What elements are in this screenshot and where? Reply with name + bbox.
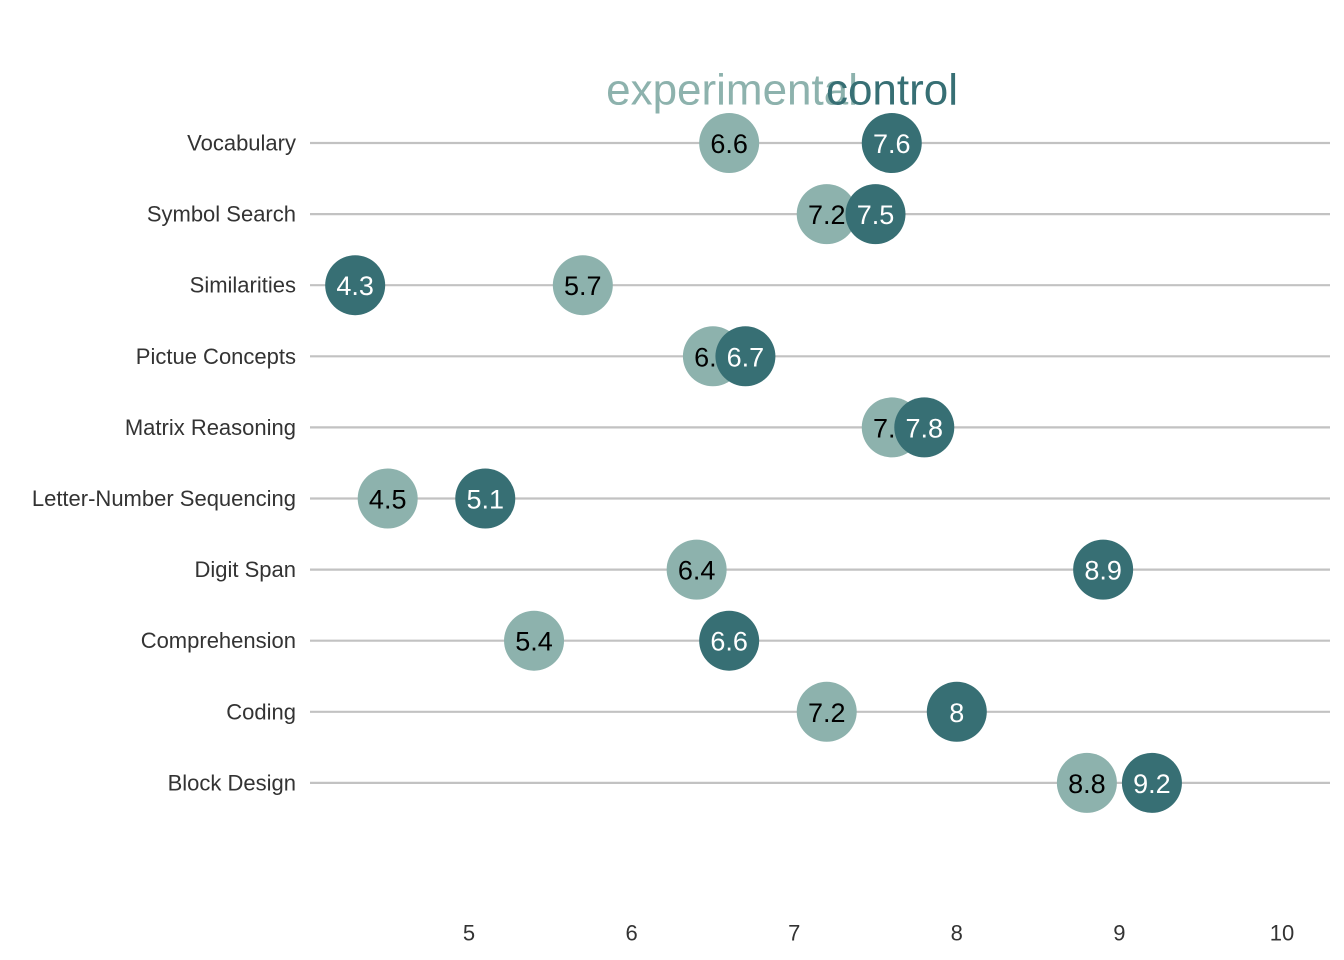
control-value-label: 8.9 bbox=[1084, 556, 1122, 586]
control-value-label: 6.6 bbox=[710, 627, 748, 657]
control-value-label: 7.8 bbox=[906, 413, 944, 443]
control-value-label: 9.2 bbox=[1133, 769, 1171, 799]
experimental-point bbox=[666, 539, 727, 600]
control-point bbox=[325, 255, 386, 316]
control-point bbox=[894, 397, 955, 458]
category-label: Block Design bbox=[168, 770, 296, 795]
x-tick-label: 8 bbox=[951, 921, 963, 946]
experimental-point bbox=[504, 610, 565, 671]
control-point bbox=[699, 610, 760, 671]
category-label: Symbol Search bbox=[147, 202, 296, 227]
experimental-point bbox=[1056, 752, 1117, 813]
x-tick-label: 5 bbox=[463, 921, 475, 946]
control-point bbox=[845, 184, 906, 245]
legend-experimental: experimental bbox=[606, 66, 858, 115]
control-value-label: 6.7 bbox=[727, 342, 765, 372]
experimental-value-label: 5.7 bbox=[564, 271, 602, 301]
control-value-label: 4.3 bbox=[336, 271, 374, 301]
control-value-label: 8 bbox=[949, 698, 964, 728]
data-points: 6.67.25.76.57.64.56.45.47.28.87.67.54.36… bbox=[325, 113, 1182, 813]
category-label: Comprehension bbox=[141, 628, 296, 653]
x-tick-label: 6 bbox=[625, 921, 637, 946]
x-tick-label: 10 bbox=[1270, 921, 1294, 946]
control-value-label: 7.5 bbox=[857, 200, 895, 230]
x-tick-label: 9 bbox=[1113, 921, 1125, 946]
experimental-point bbox=[796, 184, 857, 245]
experimental-point bbox=[552, 255, 613, 316]
experimental-value-label: 6.6 bbox=[710, 129, 748, 159]
category-label: Similarities bbox=[190, 273, 296, 298]
experimental-point bbox=[796, 681, 857, 742]
control-value-label: 7.6 bbox=[873, 129, 911, 159]
experimental-point bbox=[357, 468, 418, 529]
control-point bbox=[1121, 752, 1182, 813]
control-point bbox=[861, 113, 922, 173]
category-label: Vocabulary bbox=[187, 131, 296, 156]
x-axis-ticks: 5 6 7 8 9 10 bbox=[463, 921, 1294, 946]
control-point bbox=[715, 326, 776, 387]
category-label: Letter-Number Sequencing bbox=[32, 486, 296, 511]
control-point bbox=[455, 468, 516, 529]
category-label: Coding bbox=[226, 699, 296, 724]
experimental-point bbox=[699, 113, 760, 173]
experimental-value-label: 7.2 bbox=[808, 698, 846, 728]
experimental-value-label: 4.5 bbox=[369, 485, 407, 515]
category-label: Matrix Reasoning bbox=[125, 415, 296, 440]
control-value-label: 5.1 bbox=[466, 485, 504, 515]
category-label: Pictue Concepts bbox=[136, 344, 296, 369]
experimental-value-label: 7.2 bbox=[808, 200, 846, 230]
experimental-value-label: 8.8 bbox=[1068, 769, 1106, 799]
experimental-value-label: 6.4 bbox=[678, 556, 716, 586]
control-point bbox=[926, 681, 987, 742]
category-label: Digit Span bbox=[194, 557, 296, 582]
category-labels: Vocabulary Symbol Search Similarities Pictu… bbox=[32, 131, 296, 796]
legend: experimental control bbox=[606, 66, 958, 115]
legend-control: control bbox=[826, 66, 958, 115]
control-point bbox=[1073, 539, 1134, 600]
x-tick-label: 7 bbox=[788, 921, 800, 946]
experimental-value-label: 5.4 bbox=[515, 627, 553, 657]
